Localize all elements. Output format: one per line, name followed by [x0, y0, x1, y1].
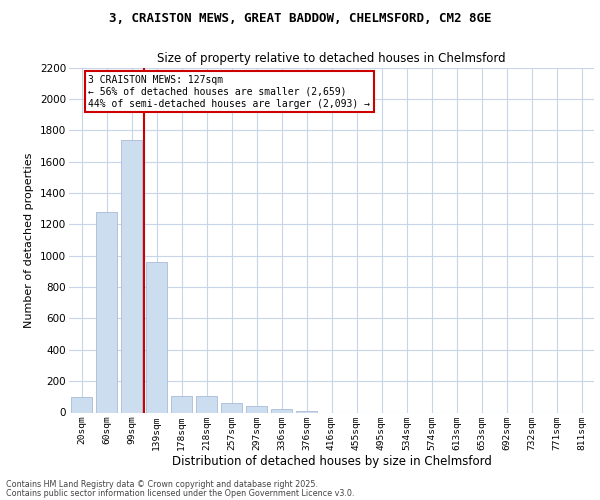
Bar: [196, 396, 217, 412]
Bar: [171, 396, 192, 412]
Bar: [221, 403, 242, 412]
Bar: [71, 397, 92, 412]
Bar: [271, 410, 292, 412]
Text: 3 CRAISTON MEWS: 127sqm
← 56% of detached houses are smaller (2,659)
44% of semi: 3 CRAISTON MEWS: 127sqm ← 56% of detache…: [89, 76, 371, 108]
Bar: [296, 411, 317, 412]
Title: Size of property relative to detached houses in Chelmsford: Size of property relative to detached ho…: [157, 52, 506, 65]
Bar: [246, 406, 267, 412]
X-axis label: Distribution of detached houses by size in Chelmsford: Distribution of detached houses by size …: [172, 456, 491, 468]
Text: 3, CRAISTON MEWS, GREAT BADDOW, CHELMSFORD, CM2 8GE: 3, CRAISTON MEWS, GREAT BADDOW, CHELMSFO…: [109, 12, 491, 26]
Text: Contains public sector information licensed under the Open Government Licence v3: Contains public sector information licen…: [6, 488, 355, 498]
Bar: [146, 262, 167, 412]
Bar: [121, 140, 142, 412]
Bar: [96, 212, 117, 412]
Y-axis label: Number of detached properties: Number of detached properties: [25, 152, 34, 328]
Text: Contains HM Land Registry data © Crown copyright and database right 2025.: Contains HM Land Registry data © Crown c…: [6, 480, 318, 489]
